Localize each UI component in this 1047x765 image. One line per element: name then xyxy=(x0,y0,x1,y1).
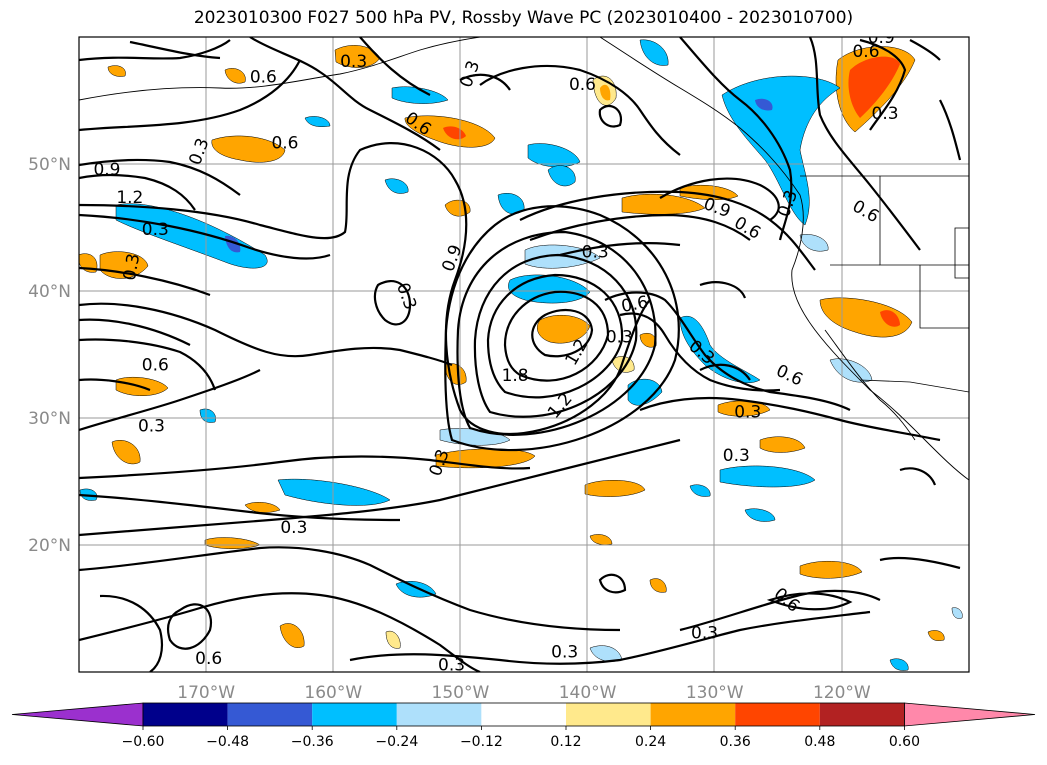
colorbar-tick-label: 0.60 xyxy=(889,734,920,750)
contour-label: 0.3 xyxy=(723,446,750,466)
contour-label: 0.3 xyxy=(872,104,899,124)
contour-label: 0.6 xyxy=(569,75,596,95)
contour-labels: 0.60.60.30.91.20.30.30.30.60.3 0.60.60.90… xyxy=(93,28,899,675)
latitude-labels: 50°N 40°N 30°N 20°N xyxy=(28,155,71,556)
colorbar-segment xyxy=(819,703,905,726)
colorbar-segment xyxy=(227,703,313,726)
colorbar-tick-label: 0.12 xyxy=(550,734,581,750)
lon-label: 160°W xyxy=(304,683,362,703)
contour-label: 0.9 xyxy=(868,28,895,48)
lon-label: 140°W xyxy=(559,683,617,703)
colorbar-segment xyxy=(481,703,566,726)
colorbar-segment xyxy=(650,703,736,726)
colorbar-tick-label: −0.36 xyxy=(291,734,334,750)
contour-label: 0.6 xyxy=(852,42,879,62)
colorbar-tick-label: −0.48 xyxy=(206,734,249,750)
contour-label: 0.6 xyxy=(195,649,222,669)
colorbar: −0.60 −0.48 −0.36 −0.24 −0.12 0.12 0.24 0.36 0.4… xyxy=(11,702,1036,750)
colorbar-tick-label: −0.60 xyxy=(122,734,165,750)
colorbar-segment xyxy=(312,703,397,726)
graticule xyxy=(79,37,969,672)
contour-label: 0.6 xyxy=(271,133,298,153)
longitude-labels: 170°W 160°W 150°W 140°W 130°W 120°W xyxy=(177,683,871,703)
contour-label: 0.3 xyxy=(734,403,761,423)
contour-label: 0.3 xyxy=(280,518,307,538)
colorbar-tick-label: 0.24 xyxy=(635,734,666,750)
colorbar-segment xyxy=(566,703,651,726)
contour-label: 0.3 xyxy=(606,328,633,348)
lat-label: 50°N xyxy=(28,155,71,175)
contour-label: 0.6 xyxy=(250,67,277,87)
lon-label: 130°W xyxy=(686,683,744,703)
contour-label: 0.3 xyxy=(438,655,465,675)
colorbar-tick-label: −0.24 xyxy=(375,734,418,750)
contour-label: 0.3 xyxy=(582,243,609,263)
contour-label: 0.3 xyxy=(340,52,367,72)
lon-label: 170°W xyxy=(177,683,235,703)
colorbar-segment xyxy=(396,703,482,726)
page-title: 2023010300 F027 500 hPa PV, Rossby Wave … xyxy=(193,8,854,28)
lat-label: 40°N xyxy=(28,282,71,302)
colorbar-tick-label: −0.12 xyxy=(460,734,503,750)
colorbar-outline xyxy=(142,702,905,727)
contour-label: 0.6 xyxy=(620,292,650,316)
contour-label: 1.8 xyxy=(502,366,529,386)
lat-label: 30°N xyxy=(28,409,71,429)
contour-label: 0.6 xyxy=(142,356,169,376)
lat-label: 20°N xyxy=(28,536,71,556)
colorbar-segment xyxy=(143,703,228,726)
contour-label: 0.3 xyxy=(551,643,578,663)
colorbar-tick-label: 0.36 xyxy=(720,734,751,750)
contour-label: 1.2 xyxy=(116,188,143,208)
colorbar-extend-min xyxy=(11,702,144,727)
pv-contours xyxy=(79,37,962,672)
map-frame xyxy=(78,36,970,673)
contour-label: 0.3 xyxy=(691,624,718,644)
contour-label: 0.3 xyxy=(138,417,165,437)
contour-label: 0.3 xyxy=(120,252,144,282)
coastlines xyxy=(79,37,969,481)
colorbar-extend-max xyxy=(904,702,1036,727)
contour-label: 0.3 xyxy=(142,220,169,240)
colorbar-segment xyxy=(735,703,820,726)
colorbar-tick-label: 0.48 xyxy=(804,734,835,750)
lon-label: 150°W xyxy=(432,683,490,703)
lon-label: 120°W xyxy=(813,683,871,703)
contour-label: 0.9 xyxy=(93,160,120,180)
